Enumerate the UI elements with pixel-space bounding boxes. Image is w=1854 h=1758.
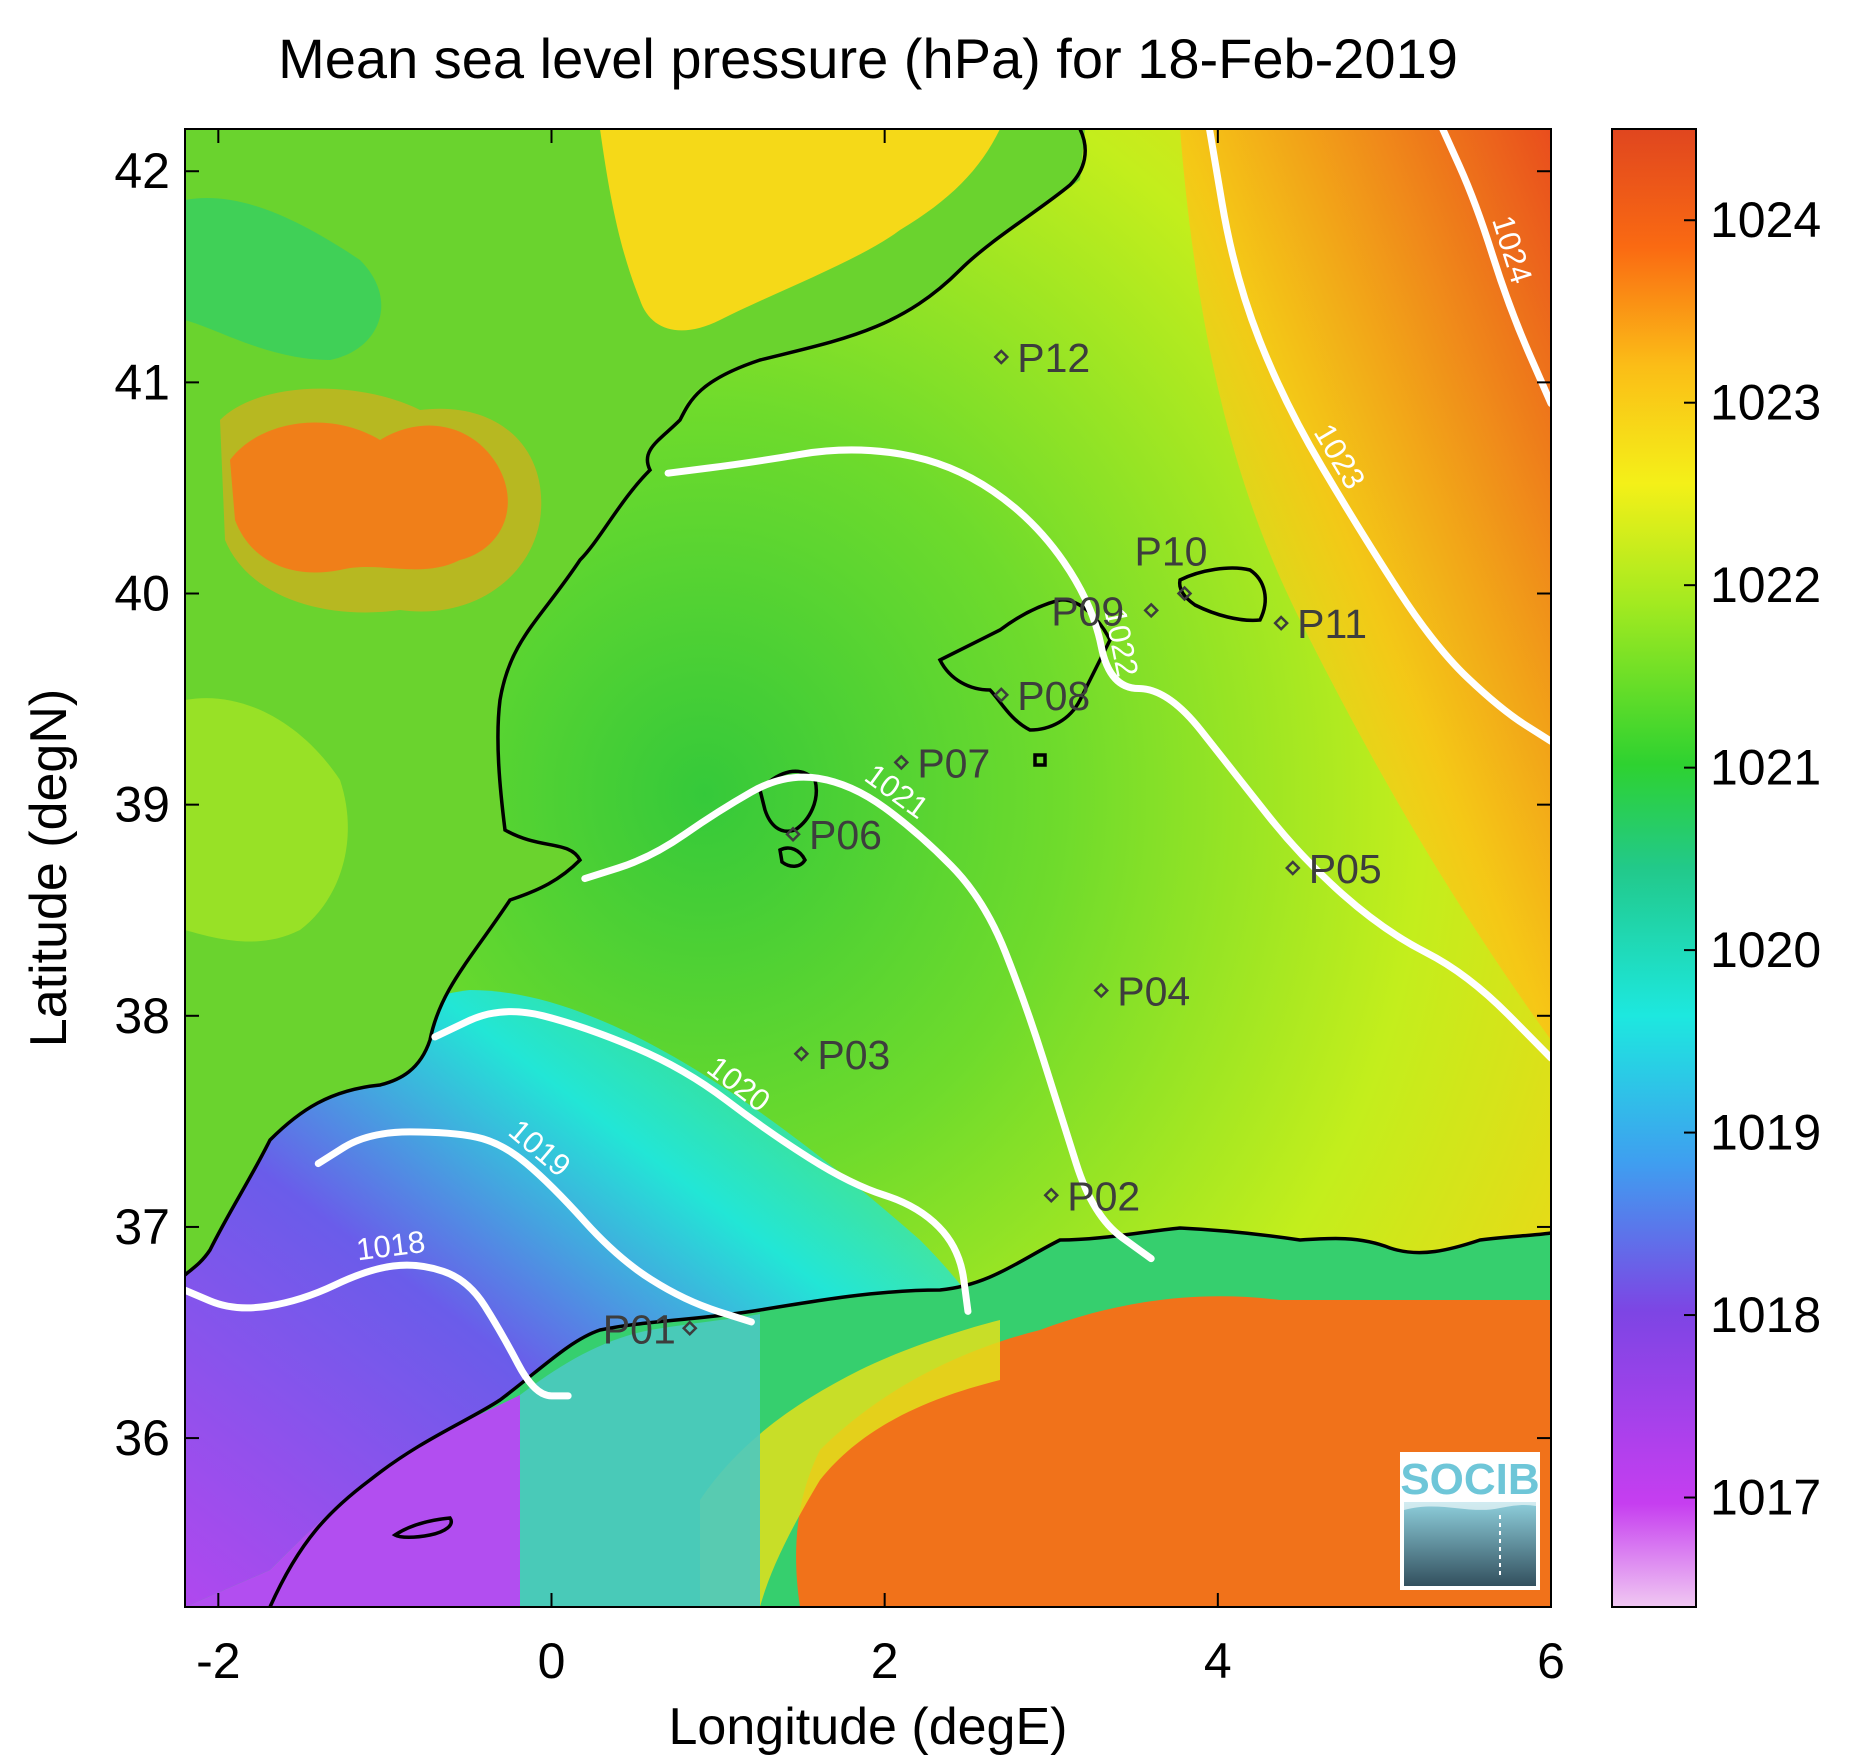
y-tick-label: 36 bbox=[114, 1410, 170, 1466]
isobar-1024 bbox=[1439, 129, 1551, 407]
y-axis-ticks: 36 37 38 39 40 41 42 bbox=[114, 143, 1551, 1466]
africa-low-region bbox=[185, 1395, 520, 1607]
y-tick-label: 39 bbox=[114, 777, 170, 833]
chart-title: Mean sea level pressure (hPa) for 18-Feb… bbox=[278, 27, 1458, 90]
africa-coastline bbox=[268, 1226, 1551, 1607]
x-tick-label: 6 bbox=[1537, 1633, 1565, 1689]
colorbar-tick-label: 1023 bbox=[1710, 375, 1821, 431]
station-label: P02 bbox=[1067, 1173, 1140, 1219]
logo-text: SOCIB bbox=[1400, 1455, 1539, 1504]
station-marker-icon bbox=[993, 687, 1010, 703]
iberia-coastline bbox=[185, 129, 1087, 1277]
y-axis-label: Latitude (degN) bbox=[20, 689, 78, 1047]
colorbar-tick-label: 1022 bbox=[1710, 557, 1821, 613]
station-marker-icon bbox=[1176, 585, 1193, 602]
x-tick-label: 4 bbox=[1204, 1633, 1232, 1689]
iberia-plateau-west bbox=[185, 198, 382, 360]
x-axis-ticks: -2 0 2 4 6 bbox=[196, 129, 1565, 1689]
colorbar-tick-label: 1024 bbox=[1710, 192, 1821, 248]
plot-frame bbox=[184, 128, 1552, 1608]
coastlines bbox=[185, 129, 1551, 1607]
iberia-highland-east bbox=[600, 129, 1000, 331]
station-marker-icon bbox=[1143, 602, 1159, 619]
cabrera-coast bbox=[1033, 753, 1047, 767]
station-marker-icon bbox=[1273, 615, 1289, 631]
formentera-coast bbox=[778, 846, 808, 868]
x-axis-label: Longitude (degE) bbox=[669, 1698, 1068, 1756]
station-marker-icon bbox=[785, 826, 801, 842]
colorbar-tick-label: 1021 bbox=[1710, 740, 1821, 796]
station-marker-icon bbox=[793, 1046, 810, 1062]
menorca-coast bbox=[1177, 566, 1267, 623]
station-marker-icon bbox=[1043, 1187, 1060, 1204]
x-tick-label: 2 bbox=[871, 1633, 899, 1689]
y-tick-label: 42 bbox=[114, 143, 170, 199]
isobar-label-1018: 1018 bbox=[354, 1224, 427, 1267]
station-label: P11 bbox=[1297, 601, 1367, 647]
station-label: P07 bbox=[917, 740, 990, 786]
y-tick-label: 41 bbox=[114, 354, 170, 410]
station-label: P09 bbox=[1051, 588, 1124, 634]
station-label: P06 bbox=[809, 812, 882, 858]
station-marker-icon bbox=[893, 754, 910, 771]
isobar-1022 bbox=[664, 446, 1551, 1062]
isobar-1023 bbox=[1206, 129, 1551, 745]
colorbar-gradient bbox=[1611, 128, 1697, 1608]
high-pressure-region bbox=[1180, 129, 1551, 1040]
station-label: P05 bbox=[1309, 846, 1382, 892]
africa-west-cyan bbox=[520, 1314, 760, 1607]
station-marker-icon bbox=[1093, 982, 1109, 999]
y-tick-label: 37 bbox=[114, 1199, 170, 1255]
colorbar: 1017 1018 1019 1020 1021 1022 1023 1024 bbox=[1611, 128, 1821, 1608]
station-marker-icon bbox=[681, 1320, 698, 1337]
mallorca-coast bbox=[937, 598, 1112, 732]
station-label: P04 bbox=[1117, 968, 1190, 1014]
isobar-1020 bbox=[431, 1008, 972, 1315]
x-tick-label: -2 bbox=[196, 1633, 240, 1689]
logo-panel bbox=[1404, 1502, 1536, 1586]
y-tick-label: 38 bbox=[114, 988, 170, 1044]
station-marker-icon bbox=[1285, 860, 1301, 876]
y-tick-label: 40 bbox=[114, 566, 170, 622]
station-marker-icon bbox=[993, 349, 1010, 365]
x-tick-label: 0 bbox=[538, 1633, 566, 1689]
logo-wave-icon bbox=[1404, 1502, 1536, 1510]
station-label: P01 bbox=[603, 1306, 676, 1352]
isobar-1018 bbox=[185, 1261, 572, 1400]
isobar-1019 bbox=[314, 1128, 755, 1326]
alboran-coast bbox=[391, 1516, 453, 1539]
iberia-highland-ring bbox=[220, 388, 542, 613]
colorbar-ticks: 1017 1018 1019 1020 1021 1022 1023 1024 bbox=[1684, 192, 1821, 1526]
colorbar-tick-label: 1020 bbox=[1710, 922, 1821, 978]
station-label: P03 bbox=[817, 1032, 890, 1078]
ibiza-coast bbox=[758, 769, 818, 833]
map-plot-area bbox=[185, 129, 1551, 1607]
station-label: P10 bbox=[1135, 529, 1208, 575]
colorbar-tick-label: 1018 bbox=[1710, 1287, 1821, 1343]
colorbar-tick-label: 1019 bbox=[1710, 1105, 1821, 1161]
station-label: P12 bbox=[1017, 335, 1090, 381]
colorbar-tick-label: 1017 bbox=[1710, 1470, 1821, 1526]
station-label: P08 bbox=[1017, 673, 1090, 719]
iberia-south-plateau bbox=[185, 698, 348, 942]
socib-logo: SOCIB bbox=[1400, 1452, 1540, 1590]
africa-highland-yellow bbox=[700, 1320, 1000, 1607]
isobar-1021 bbox=[581, 773, 1155, 1263]
